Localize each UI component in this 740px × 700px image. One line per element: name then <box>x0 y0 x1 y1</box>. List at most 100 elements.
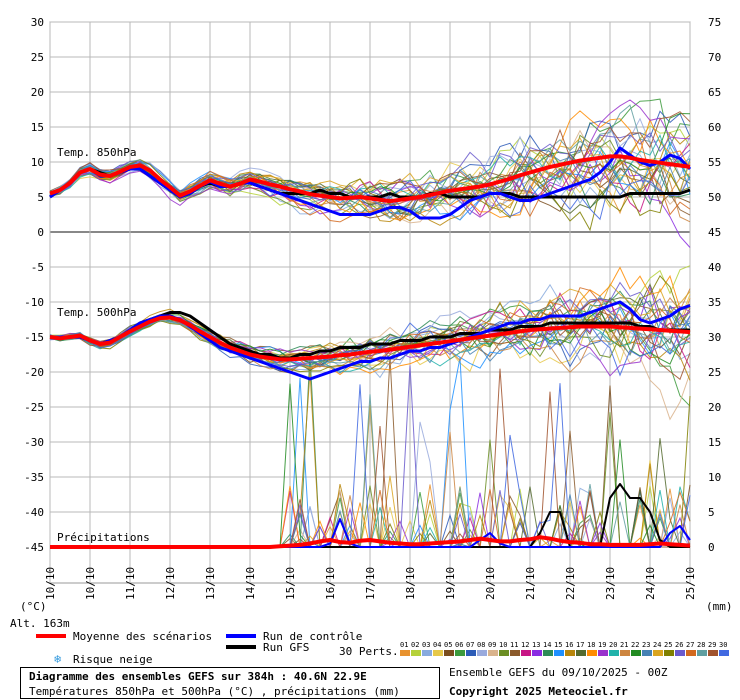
t850-panel-label: Temp. 850hPa <box>57 146 136 159</box>
pert-label: 17 <box>576 641 584 649</box>
left-tick-label: -10 <box>24 296 44 309</box>
x-tick-label: 12/10 <box>164 567 177 600</box>
right-tick-label: 60 <box>708 121 721 134</box>
pert-swatch <box>609 650 619 656</box>
pert-swatch <box>455 650 465 656</box>
pert-label: 16 <box>565 641 573 649</box>
member-line <box>49 159 691 232</box>
pert-label: 05 <box>444 641 452 649</box>
pert-label: 11 <box>510 641 518 649</box>
right-tick-label: 25 <box>708 366 721 379</box>
pert-swatch <box>642 650 652 656</box>
right-tick-label: 70 <box>708 51 721 64</box>
perts-legend: 01 02 03 04 05 06 07 08 09 10 11 12 13 14 15 16 17 18 19 20… <box>400 641 729 656</box>
pert-label: 12 <box>521 641 529 649</box>
left-tick-label: 0 <box>37 226 44 239</box>
right-tick-label: 55 <box>708 156 721 169</box>
pert-label: 15 <box>554 641 562 649</box>
pert-swatch <box>708 650 718 656</box>
x-tick-label: 15/10 <box>284 567 297 600</box>
pert-label: 07 <box>466 641 474 649</box>
right-tick-label: 5 <box>708 506 715 519</box>
pert-label: 06 <box>455 641 463 649</box>
pert-label: 29 <box>708 641 716 649</box>
x-tick-label: 14/10 <box>244 567 257 600</box>
pert-swatch <box>554 650 564 656</box>
precip-mean-line <box>50 535 691 549</box>
pert-swatch <box>400 650 410 656</box>
pert-label: 19 <box>598 641 606 649</box>
copyright: Copyright 2025 Meteociel.fr <box>449 685 628 698</box>
right-tick-label: 15 <box>708 436 721 449</box>
left-tick-label: -15 <box>24 331 44 344</box>
pert-label: 24 <box>653 641 661 649</box>
right-tick-label: 20 <box>708 401 721 414</box>
t500-panel-label: Temp. 500hPa <box>57 306 136 319</box>
x-tick-label: 21/10 <box>524 567 537 600</box>
x-tick-label: 20/10 <box>484 567 497 600</box>
run-info: Ensemble GEFS du 09/10/2025 - 00Z <box>449 666 668 679</box>
pert-swatch <box>499 650 509 656</box>
pert-swatch <box>521 650 531 656</box>
left-tick-label: 15 <box>31 121 44 134</box>
x-tick-label: 25/10 <box>684 567 697 600</box>
pert-swatch <box>620 650 630 656</box>
pert-label: 28 <box>697 641 705 649</box>
left-axis-unit: (°C) <box>20 600 47 613</box>
pert-swatch <box>422 650 432 656</box>
pert-label: 04 <box>433 641 441 649</box>
precip-panel-label: Précipitations <box>57 531 150 544</box>
right-tick-label: 30 <box>708 331 721 344</box>
right-axis-unit: (mm) <box>706 600 733 613</box>
x-tick-label: 24/10 <box>644 567 657 600</box>
left-tick-label: -5 <box>31 261 44 274</box>
pert-swatch <box>653 650 663 656</box>
pert-label: 14 <box>543 641 551 649</box>
pert-swatch <box>697 650 707 656</box>
snowflake-icon: ❄ <box>54 652 61 666</box>
right-tick-label: 50 <box>708 191 721 204</box>
pert-swatch <box>444 650 454 656</box>
left-tick-label: 30 <box>31 16 44 29</box>
pert-label: 18 <box>587 641 595 649</box>
left-tick-label: -20 <box>24 366 44 379</box>
footer-title: Diagramme des ensembles GEFS sur 384h : … <box>29 670 367 683</box>
pert-label: 30 <box>719 641 727 649</box>
x-tick-label: 10/10 <box>84 567 97 600</box>
legend-mean-label: Moyenne des scénarios <box>73 630 212 643</box>
t850-control-line <box>49 146 692 220</box>
pert-swatch <box>411 650 421 656</box>
pert-label: 27 <box>686 641 694 649</box>
legend-perts-label: 30 Perts. <box>339 645 399 658</box>
pert-label: 21 <box>620 641 628 649</box>
x-tick-label: 16/10 <box>324 567 337 600</box>
right-tick-label: 75 <box>708 16 721 29</box>
pert-swatch <box>565 650 575 656</box>
pert-swatch <box>686 650 696 656</box>
right-tick-label: 40 <box>708 261 721 274</box>
altitude-label: Alt. 163m <box>10 617 70 630</box>
pert-swatch <box>510 650 520 656</box>
x-tick-label: 22/10 <box>564 567 577 600</box>
left-tick-label: 20 <box>31 86 44 99</box>
left-tick-label: 25 <box>31 51 44 64</box>
pert-swatch <box>433 650 443 656</box>
pert-swatch <box>477 650 487 656</box>
pert-swatch <box>543 650 553 656</box>
right-tick-label: 0 <box>708 541 715 554</box>
pert-label: 26 <box>675 641 683 649</box>
left-tick-label: -35 <box>24 471 44 484</box>
pert-label: 22 <box>631 641 639 649</box>
pert-label: 02 <box>411 641 419 649</box>
x-tick-label: 11/10 <box>124 567 137 600</box>
x-tick-label: 13/10 <box>204 567 217 600</box>
footer-subtitle: Températures 850hPa et 500hPa (°C) , pré… <box>29 685 400 698</box>
t500-mean-line <box>49 315 691 362</box>
left-tick-label: 10 <box>31 156 44 169</box>
left-tick-label: -45 <box>24 541 44 554</box>
right-tick-label: 10 <box>708 471 721 484</box>
footer-box: Diagramme des ensembles GEFS sur 384h : … <box>20 667 440 699</box>
x-tick-label: 10/10 <box>44 567 57 600</box>
legend-snow-label: Risque neige <box>73 653 152 666</box>
